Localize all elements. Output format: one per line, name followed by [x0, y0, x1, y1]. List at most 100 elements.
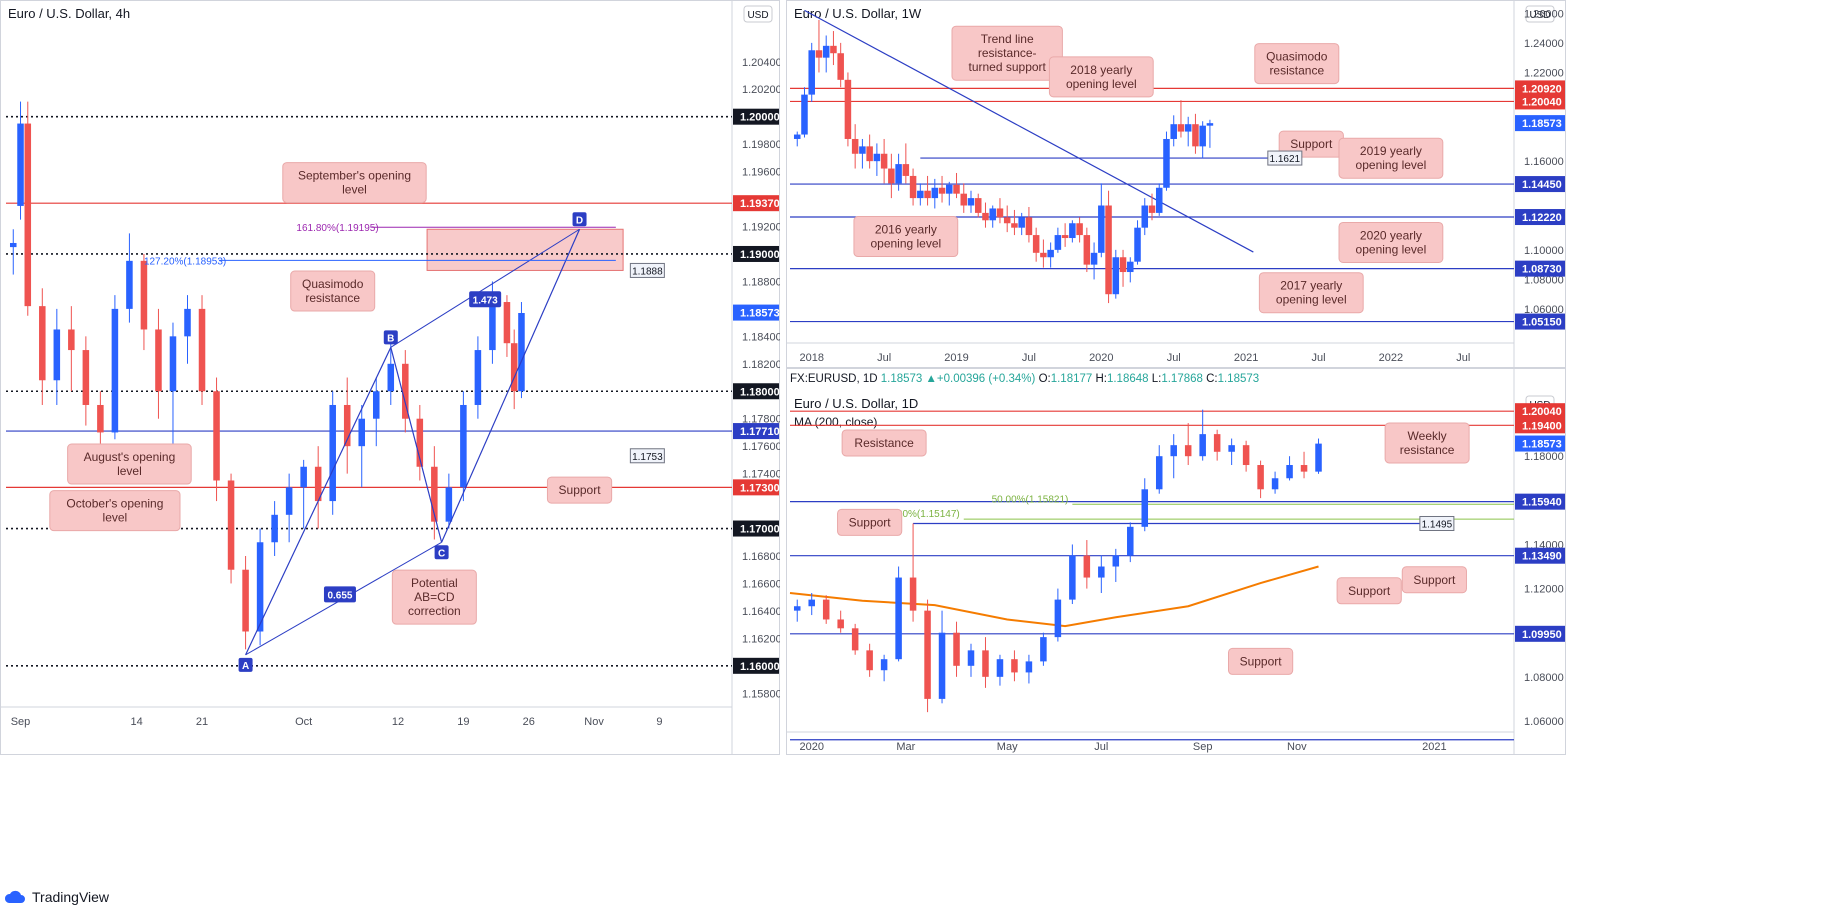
- candle-body: [967, 198, 975, 206]
- x-tick-label: May: [997, 741, 1018, 753]
- candle-body: [1032, 235, 1040, 253]
- y-tick-label: 1.16200: [742, 633, 780, 645]
- tradingview-cloud-icon[interactable]: [4, 890, 26, 904]
- price-tag: [733, 245, 779, 262]
- candle-body: [1199, 125, 1206, 147]
- annotation-text: Quasimodo: [302, 277, 364, 291]
- eurusd-4h-chart[interactable]: Euro / U.S. Dollar, 4h USD 1.20400 1.20200 1…: [0, 0, 780, 755]
- annotation-text: Support: [559, 483, 602, 497]
- plot-area: A B C D 1.473 0.655 161.80%(1.19195) 127.20%(1.…: [6, 101, 732, 672]
- x-tick-label: 19: [457, 716, 469, 728]
- candle-body: [822, 599, 830, 620]
- candle-body: [227, 480, 235, 570]
- x-tick-label: 14: [131, 716, 143, 728]
- candle-body: [873, 153, 881, 162]
- candle-body: [431, 466, 438, 522]
- candle-body: [1257, 465, 1264, 490]
- candle-body: [445, 487, 453, 522]
- annotation-box: [1338, 137, 1444, 179]
- candle-body: [503, 302, 511, 344]
- indicator-label: MA (200, close): [794, 415, 877, 429]
- x-tick-label: 9: [656, 716, 662, 728]
- candle-body: [1112, 555, 1120, 567]
- annotation-text: Support: [1348, 584, 1391, 598]
- price-tag: [1515, 435, 1565, 452]
- y-tick-label: 1.24000: [1524, 38, 1564, 50]
- candle-body: [953, 632, 960, 666]
- candle-body: [97, 404, 104, 433]
- x-tick-label: Nov: [1287, 741, 1307, 753]
- fib-extension-label: 161.80%(1.19195): [296, 223, 378, 234]
- candle-body: [1098, 205, 1105, 253]
- candle-body: [1040, 637, 1047, 662]
- candle-body: [474, 350, 482, 405]
- brand-label[interactable]: TradingView: [32, 889, 110, 905]
- candle-body: [1315, 443, 1322, 472]
- abcd-leg: [390, 347, 443, 543]
- candle-body: [1242, 445, 1250, 466]
- price-tag: [733, 304, 779, 321]
- candle-body: [1300, 465, 1308, 472]
- candle-body: [9, 242, 17, 248]
- price-tag: [1515, 209, 1565, 226]
- y-tick-label: 1.17800: [742, 414, 780, 426]
- price-tag-label: 1.05150: [1522, 317, 1562, 329]
- price-tag-label: 1.15940: [1522, 497, 1562, 509]
- candle-body: [946, 184, 953, 194]
- candle-body: [1148, 205, 1156, 213]
- annotation-text: resistance: [305, 291, 360, 305]
- candle-body: [358, 418, 366, 447]
- annotation-callout: Support: [837, 508, 903, 536]
- price-tag-label: 1.14450: [1522, 179, 1562, 191]
- candle-body: [1155, 456, 1163, 490]
- x-tick-label: 12: [392, 716, 404, 728]
- annotation-text: Quasimodo: [1266, 50, 1328, 64]
- price-box: [1267, 150, 1303, 166]
- y-tick-label: 1.16600: [742, 578, 780, 590]
- x-tick-label: 2019: [944, 352, 968, 364]
- price-tag: [1515, 80, 1565, 97]
- candle-body: [793, 606, 801, 611]
- x-tick-label: Mar: [896, 741, 915, 753]
- candle-body: [837, 53, 844, 80]
- candle-body: [996, 659, 1004, 677]
- candle-body: [460, 404, 467, 488]
- annotation-box: [1254, 43, 1340, 85]
- candle-body: [1119, 257, 1127, 273]
- annotation-box: [841, 429, 927, 457]
- candle-body: [1271, 478, 1279, 490]
- annotation-text: Support: [1413, 573, 1456, 587]
- candle-body: [1177, 124, 1185, 132]
- price-tag-label: 1.17710: [740, 426, 780, 438]
- candle-body: [1018, 217, 1025, 228]
- candle-body: [974, 198, 982, 213]
- y-tick-label: 1.20200: [742, 84, 780, 96]
- x-tick-label: 21: [196, 716, 208, 728]
- candle-body: [372, 391, 380, 419]
- candle-body: [1206, 123, 1214, 126]
- candle-body: [1083, 235, 1091, 265]
- annotation-text: opening level: [1066, 77, 1137, 91]
- candle-body: [830, 45, 837, 54]
- candle-body: [1228, 445, 1235, 452]
- price-tag-label: 1.20000: [740, 112, 780, 124]
- x-tick-label: Oct: [295, 716, 312, 728]
- chart-title: Euro / U.S. Dollar, 1W: [794, 6, 922, 21]
- candle-body: [1011, 223, 1018, 228]
- candle-body: [343, 404, 351, 447]
- chart-title: Euro / U.S. Dollar, 4h: [8, 6, 130, 21]
- currency-badge-label: USD: [1529, 10, 1550, 21]
- pattern-point-label: A: [242, 661, 249, 672]
- candle-body: [866, 650, 873, 671]
- price-box-label: 1.1621: [1270, 154, 1301, 165]
- candle-body: [1184, 124, 1192, 132]
- pattern-point-d: [572, 212, 587, 227]
- candle-body: [996, 208, 1004, 218]
- candle-body: [1141, 205, 1149, 228]
